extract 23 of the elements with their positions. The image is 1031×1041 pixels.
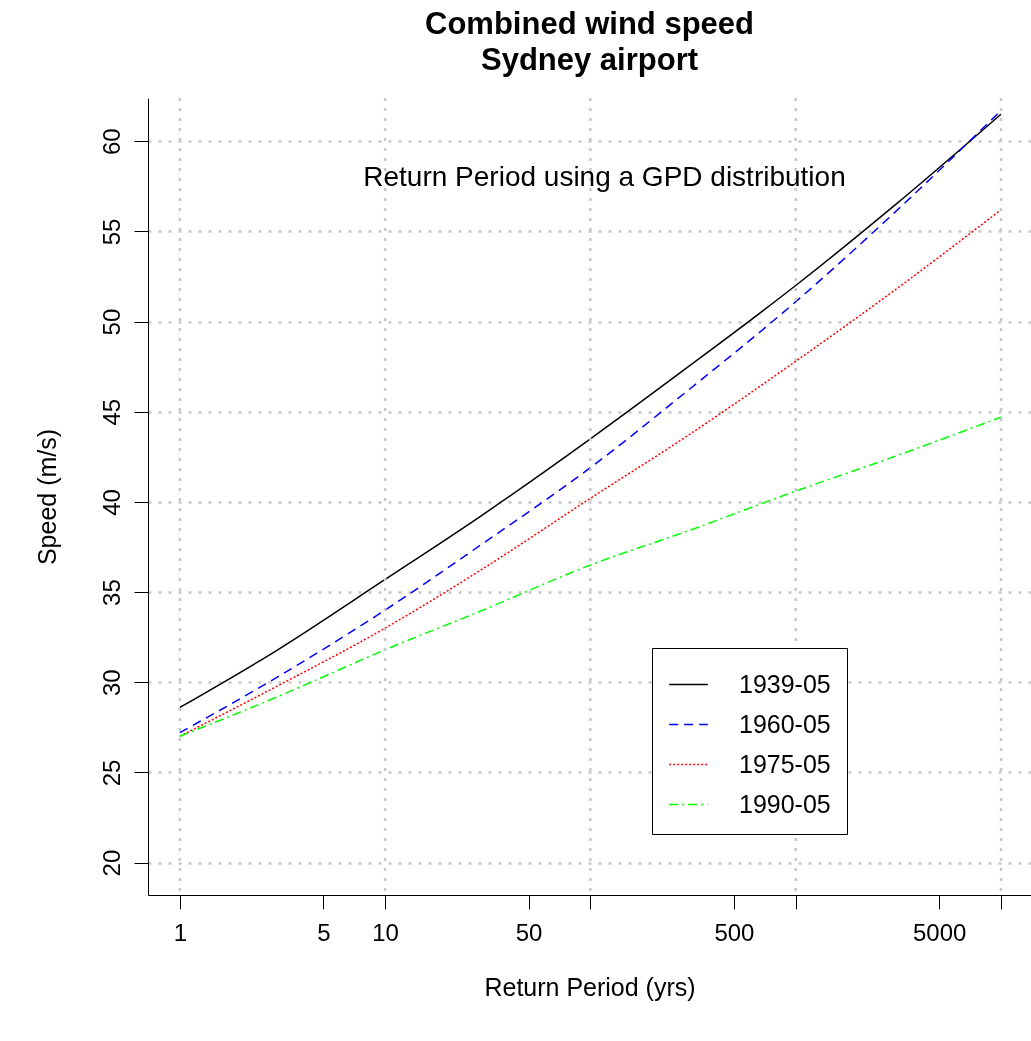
- y-tick-label: 30: [97, 669, 125, 697]
- y-tick-label: 50: [97, 308, 125, 336]
- x-tick-label: 1: [173, 918, 187, 946]
- chart-title: Combined wind speed Sydney airport: [425, 5, 754, 77]
- x-axis-title: Return Period (yrs): [484, 972, 696, 1001]
- annotation: Return Period using a GPD distribution: [363, 161, 846, 192]
- x-tick-label: 5000: [913, 918, 967, 946]
- x-tick-label: 500: [714, 918, 755, 946]
- legend-label: 1975-05: [739, 749, 831, 778]
- x-tick-label: 10: [372, 918, 399, 946]
- legend-label: 1939-05: [739, 669, 831, 698]
- y-axis-title: Speed (m/s): [32, 428, 61, 566]
- y-tick-label: 35: [97, 579, 125, 606]
- y-tick-label: 20: [97, 849, 125, 877]
- y-tick-label: 25: [97, 759, 125, 787]
- x-tick-label: 5: [317, 918, 331, 946]
- y-tick-label: 60: [97, 128, 125, 156]
- y-tick-label: 45: [97, 398, 125, 426]
- y-tick-label: 40: [97, 489, 125, 516]
- legend-label: 1960-05: [739, 709, 831, 738]
- legend-label: 1990-05: [739, 789, 831, 818]
- x-tick-label: 50: [515, 918, 543, 946]
- y-tick-label: 55: [97, 218, 125, 246]
